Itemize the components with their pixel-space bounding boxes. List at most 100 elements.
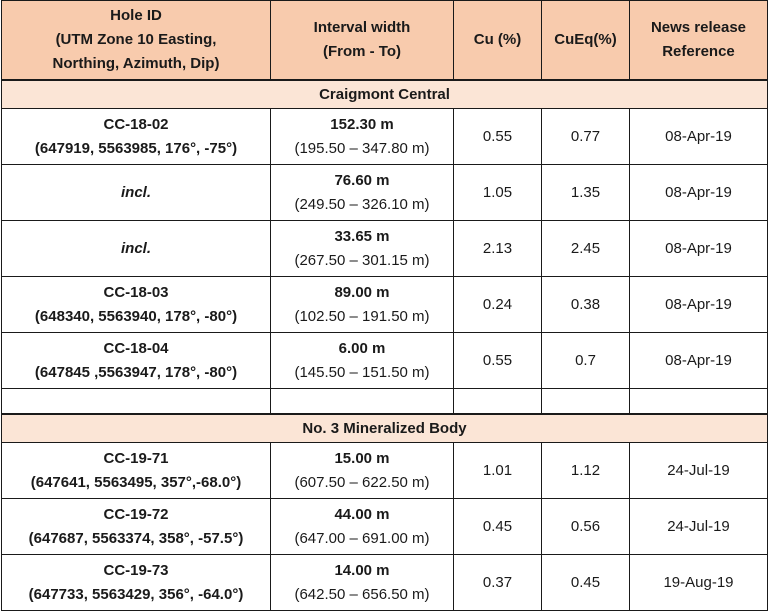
interval-width: 15.00 m: [334, 449, 390, 467]
cueq-value: 2.45: [541, 220, 630, 277]
section-title: No. 3 Mineralized Body: [1, 413, 768, 443]
hole-cell: CC-18-03 (648340, 5563940, 178°, -80°): [1, 276, 271, 333]
header-interval: Interval width (From - To): [270, 0, 454, 81]
hole-cell: CC-18-04 (647845 ,5563947, 178°, -80°): [1, 332, 271, 389]
interval-width: 89.00 m: [334, 283, 390, 301]
cu-value: 0.45: [453, 498, 542, 555]
table-row: incl. 33.65 m (267.50 – 301.15 m) 2.13 2…: [1, 220, 768, 277]
news-reference: 24-Jul-19: [629, 498, 768, 555]
hole-id: incl.: [120, 239, 151, 257]
cueq-value: 0.7: [541, 332, 630, 389]
header-news: News release Reference: [629, 0, 768, 81]
cu-value: 0.37: [453, 554, 542, 611]
empty-cell: [453, 388, 542, 415]
news-reference: 08-Apr-19: [629, 164, 768, 221]
section-header-row: No. 3 Mineralized Body: [1, 413, 768, 443]
hole-cell: CC-19-71 (647641, 5563495, 357°,-68.0°): [1, 442, 271, 499]
cu-value: 2.13: [453, 220, 542, 277]
cueq-value: 0.56: [541, 498, 630, 555]
interval-width: 33.65 m: [334, 227, 390, 245]
interval-range: (145.50 – 151.50 m): [294, 363, 430, 381]
cueq-value: 0.77: [541, 108, 630, 165]
cueq-value: 0.45: [541, 554, 630, 611]
header-interval-line: Interval width: [313, 19, 411, 36]
interval-range: (647.00 – 691.00 m): [294, 529, 430, 547]
hole-coords: (647641, 5563495, 357°,-68.0°): [30, 473, 242, 491]
table-row: CC-18-02 (647919, 5563985, 176°, -75°) 1…: [1, 108, 768, 165]
table-row: CC-18-03 (648340, 5563940, 178°, -80°) 8…: [1, 276, 768, 333]
news-reference: 24-Jul-19: [629, 442, 768, 499]
interval-width: 14.00 m: [334, 561, 390, 579]
interval-range: (102.50 – 191.50 m): [294, 307, 430, 325]
hole-coords: (648340, 5563940, 178°, -80°): [34, 307, 238, 325]
section-header-row: Craigmont Central: [1, 79, 768, 109]
section-title: Craigmont Central: [1, 79, 768, 109]
empty-cell: [629, 388, 768, 415]
table-row: CC-19-73 (647733, 5563429, 356°, -64.0°)…: [1, 554, 768, 611]
interval-range: (607.50 – 622.50 m): [294, 473, 430, 491]
hole-id: CC-19-71: [103, 449, 169, 467]
cu-value: 0.55: [453, 108, 542, 165]
header-cueq: CuEq(%): [541, 0, 630, 81]
hole-id: CC-19-73: [103, 561, 169, 579]
interval-cell: 33.65 m (267.50 – 301.15 m): [270, 220, 454, 277]
interval-width: 6.00 m: [338, 339, 386, 357]
hole-id: incl.: [120, 183, 151, 201]
interval-cell: 89.00 m (102.50 – 191.50 m): [270, 276, 454, 333]
header-hole-id-line: (UTM Zone 10 Easting,: [55, 31, 217, 48]
news-reference: 08-Apr-19: [629, 220, 768, 277]
header-hole-id-line: Northing, Azimuth, Dip): [52, 55, 220, 72]
hole-cell: CC-19-72 (647687, 5563374, 358°, -57.5°): [1, 498, 271, 555]
empty-cell: [1, 388, 271, 415]
interval-width: 76.60 m: [334, 171, 390, 189]
hole-coords: (647919, 5563985, 176°, -75°): [34, 139, 238, 157]
hole-cell: incl.: [1, 220, 271, 277]
news-reference: 19-Aug-19: [629, 554, 768, 611]
cueq-value: 1.12: [541, 442, 630, 499]
interval-cell: 15.00 m (607.50 – 622.50 m): [270, 442, 454, 499]
header-hole-id-line: Hole ID: [110, 7, 162, 24]
interval-cell: 6.00 m (145.50 – 151.50 m): [270, 332, 454, 389]
hole-cell: CC-19-73 (647733, 5563429, 356°, -64.0°): [1, 554, 271, 611]
hole-cell: incl.: [1, 164, 271, 221]
header-news-line: News release: [650, 19, 747, 36]
table-header: Hole ID (UTM Zone 10 Easting, Northing, …: [1, 0, 768, 81]
interval-width: 44.00 m: [334, 505, 390, 523]
interval-cell: 44.00 m (647.00 – 691.00 m): [270, 498, 454, 555]
news-reference: 08-Apr-19: [629, 332, 768, 389]
hole-id: CC-18-03: [103, 283, 169, 301]
cueq-value: 0.38: [541, 276, 630, 333]
interval-range: (267.50 – 301.15 m): [294, 251, 430, 269]
cu-value: 0.55: [453, 332, 542, 389]
empty-cell: [270, 388, 454, 415]
interval-cell: 76.60 m (249.50 – 326.10 m): [270, 164, 454, 221]
table-row: CC-19-71 (647641, 5563495, 357°,-68.0°) …: [1, 442, 768, 499]
empty-row: [1, 388, 768, 415]
hole-id: CC-19-72: [103, 505, 169, 523]
interval-width: 152.30 m: [330, 115, 394, 133]
news-reference: 08-Apr-19: [629, 276, 768, 333]
header-interval-line: (From - To): [322, 43, 402, 60]
hole-coords: (647687, 5563374, 358°, -57.5°): [28, 529, 244, 547]
header-hole-id: Hole ID (UTM Zone 10 Easting, Northing, …: [1, 0, 271, 81]
table-row: CC-18-04 (647845 ,5563947, 178°, -80°) 6…: [1, 332, 768, 389]
table-row: CC-19-72 (647687, 5563374, 358°, -57.5°)…: [1, 498, 768, 555]
header-news-line: Reference: [662, 43, 735, 60]
table-row: incl. 76.60 m (249.50 – 326.10 m) 1.05 1…: [1, 164, 768, 221]
hole-cell: CC-18-02 (647919, 5563985, 176°, -75°): [1, 108, 271, 165]
interval-range: (642.50 – 656.50 m): [294, 585, 430, 603]
header-cu: Cu (%): [453, 0, 542, 81]
hole-id: CC-18-02: [103, 115, 169, 133]
empty-cell: [541, 388, 630, 415]
cu-value: 1.05: [453, 164, 542, 221]
interval-cell: 14.00 m (642.50 – 656.50 m): [270, 554, 454, 611]
hole-id: CC-18-04: [103, 339, 169, 357]
cu-value: 0.24: [453, 276, 542, 333]
interval-range: (195.50 – 347.80 m): [294, 139, 430, 157]
news-reference: 08-Apr-19: [629, 108, 768, 165]
cueq-value: 1.35: [541, 164, 630, 221]
interval-cell: 152.30 m (195.50 – 347.80 m): [270, 108, 454, 165]
hole-coords: (647845 ,5563947, 178°, -80°): [34, 363, 238, 381]
cu-value: 1.01: [453, 442, 542, 499]
